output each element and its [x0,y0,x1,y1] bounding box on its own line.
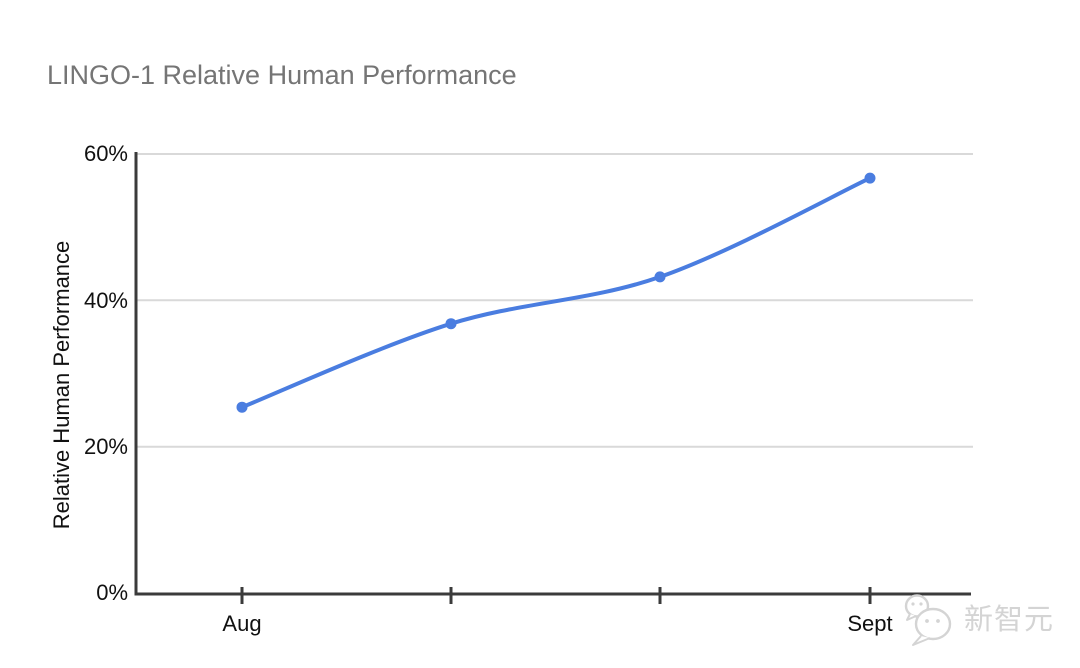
chat-bubbles-logo-icon [904,594,952,646]
data-point [445,318,457,330]
watermark-text: 新智元 [964,604,1055,636]
data-point [864,172,876,184]
data-point [236,401,248,413]
chart-title: LINGO-1 Relative Human Performance [47,60,517,90]
small-bubble-tail [906,613,917,621]
y-tick-label-40: 40% [83,288,128,313]
bubble-eye [911,602,915,606]
large-speech-bubble [914,607,952,641]
bubble-eye [925,619,929,623]
bubble-eye [919,602,923,606]
bubble-eye [936,619,940,623]
y-tick-label-0: 0% [96,580,128,605]
y-tick-label-20: 20% [83,434,128,459]
x-tick-label-sept: Sept [847,611,893,636]
data-point [654,271,666,283]
large-bubble-tail [912,635,931,646]
watermark: 新智元 [900,592,1054,648]
y-tick-label-60: 60% [83,141,128,166]
x-tick-label-aug: Aug [222,611,262,636]
trend-line [240,176,872,410]
